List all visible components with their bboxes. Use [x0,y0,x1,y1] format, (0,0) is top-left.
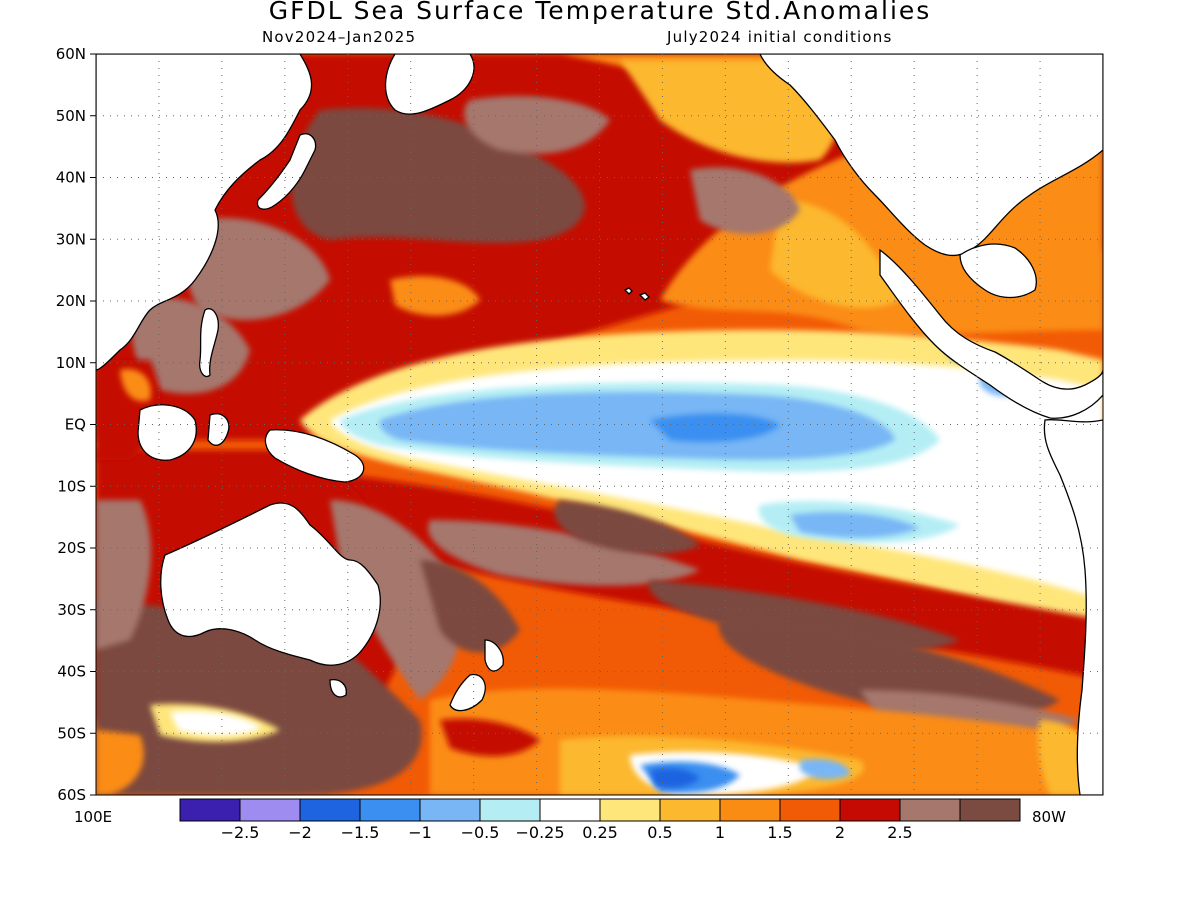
latitude-axis: 60N 50N 40N 30N 20N 10N EQ 10S 20S 30S 40S 50S 60S [56,45,96,804]
colorbar-swatch [599,798,661,822]
lon-left-label: 100E [74,808,112,826]
latitude-tick-label: 30N [56,230,86,248]
colorbar-tick-label: 2.5 [887,823,912,842]
latitude-tick-label: 30S [57,601,86,619]
colorbar-swatch [779,798,841,822]
sst-anomaly-field [96,54,1103,795]
latitude-tick-label: 60N [56,45,86,63]
latitude-tick-label: 10S [57,477,86,495]
colorbar-tick-label: 1.5 [767,823,792,842]
colorbar-tick-label: 0.5 [647,823,672,842]
colorbar-tick-label: −0.25 [515,823,564,842]
map-title: GFDL Sea Surface Temperature Std.Anomali… [268,0,932,25]
colorbar-tick-label: −1 [408,823,432,842]
colorbar-tick-label: 2 [835,823,845,842]
colorbar-tick-label: 0.25 [582,823,618,842]
latitude-tick-label: 20N [56,292,86,310]
colorbar-swatch [959,798,1021,822]
colorbar-swatch [359,798,421,822]
latitude-tick-label: 50S [57,724,86,742]
colorbar-tick-label: 1 [715,823,725,842]
coastlines [96,54,1103,795]
latitude-tick-label: 50N [56,107,86,125]
latitude-tick-label: 40N [56,169,86,187]
forecast-period-label: Nov2024–Jan2025 [262,28,417,46]
colorbar-swatch [479,798,541,822]
colorbar-tick-label: −0.5 [461,823,500,842]
colorbar-swatch [719,798,781,822]
latitude-tick-label: 10N [56,354,86,372]
latitude-tick-label: 60S [57,786,86,804]
colorbar-swatch [539,798,601,822]
colorbar-swatch [299,798,361,822]
colorbar-tick-label: −2 [288,823,312,842]
colorbar-swatch [659,798,721,822]
colorbar-swatch [419,798,481,822]
colorbar-tick-label: −2.5 [221,823,260,842]
latitude-tick-label: 40S [57,663,86,681]
colorbar: −2.5 −2 −1.5 −1 −0.5 −0.25 0.25 0.5 1 1.5 2 2.5 [179,798,1021,842]
initial-conditions-label: July2024 initial conditions [667,28,893,46]
colorbar-swatch [239,798,301,822]
colorbar-swatch [899,798,961,822]
lon-right-label: 80W [1032,808,1066,826]
colorbar-swatch [179,798,241,822]
latitude-tick-label: EQ [65,416,86,434]
colorbar-swatch [839,798,901,822]
latitude-tick-label: 20S [57,539,86,557]
colorbar-tick-label: −1.5 [341,823,380,842]
